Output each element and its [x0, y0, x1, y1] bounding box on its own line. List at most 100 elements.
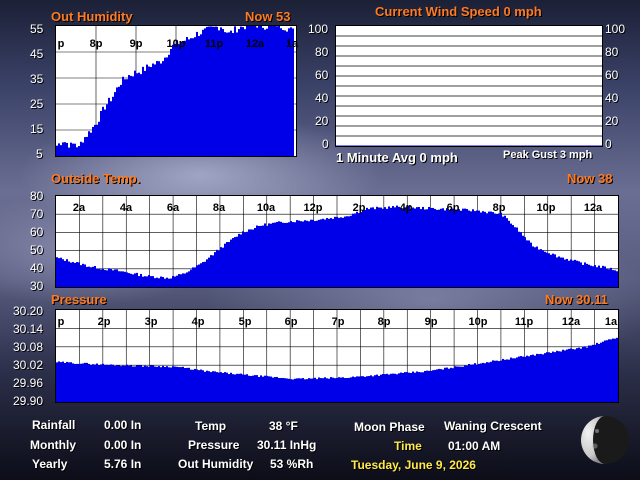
data-bar: [580, 348, 582, 402]
data-bar: [320, 378, 322, 402]
data-bar: [62, 361, 64, 402]
data-bar: [380, 374, 382, 402]
data-bar: [252, 375, 254, 402]
data-bar: [220, 27, 222, 156]
pressure-x-tick: 4p: [191, 316, 205, 328]
data-bar: [428, 206, 430, 287]
data-bar: [226, 242, 228, 287]
data-bar: [482, 211, 484, 287]
data-bar: [136, 73, 138, 156]
data-bar: [270, 26, 272, 156]
data-bar: [540, 249, 542, 287]
data-bar: [544, 251, 546, 287]
data-bar: [212, 26, 214, 156]
data-bar: [114, 269, 116, 287]
data-bar: [556, 350, 558, 402]
data-bar: [396, 205, 398, 287]
data-bar: [376, 206, 378, 287]
data-bar: [172, 44, 174, 156]
data-bar: [128, 75, 130, 156]
data-bar: [104, 109, 106, 156]
data-bar: [422, 206, 424, 287]
data-bar: [572, 260, 574, 287]
data-bar: [474, 363, 476, 402]
data-bar: [126, 79, 128, 156]
data-bar: [156, 277, 158, 287]
data-bar: [432, 370, 434, 402]
data-bar: [280, 378, 282, 402]
data-bar: [94, 124, 96, 156]
data-bar: [378, 207, 380, 287]
data-bar: [82, 142, 84, 156]
data-bar: [94, 266, 96, 287]
data-bar: [134, 366, 136, 402]
data-bar: [90, 132, 92, 156]
data-bar: [328, 378, 330, 402]
data-bar: [450, 367, 452, 402]
data-bar: [122, 76, 124, 156]
data-bar: [502, 358, 504, 402]
data-bar: [136, 272, 138, 287]
data-bar: [188, 271, 190, 287]
data-bar: [314, 221, 316, 287]
data-bar: [166, 57, 168, 156]
data-bar: [158, 278, 160, 287]
data-bar: [232, 374, 234, 402]
data-bar: [58, 361, 60, 402]
data-bar: [296, 220, 298, 287]
data-bar: [192, 369, 194, 402]
data-bar: [178, 367, 180, 402]
data-bar: [290, 379, 292, 402]
moon-phase-label: Moon Phase: [354, 420, 425, 434]
humidity-now: Now 53: [245, 9, 291, 24]
data-bar: [306, 379, 308, 402]
data-bar: [246, 374, 248, 402]
data-bar: [184, 40, 186, 156]
data-bar: [298, 220, 300, 287]
data-bar: [106, 364, 108, 402]
data-bar: [610, 339, 612, 402]
data-bar: [378, 375, 380, 402]
data-bar: [602, 341, 604, 402]
data-bar: [156, 366, 158, 402]
data-bar: [430, 370, 432, 402]
data-bar: [412, 207, 414, 287]
data-bar: [386, 373, 388, 402]
data-bar: [258, 26, 260, 156]
data-bar: [108, 268, 110, 287]
data-bar: [214, 26, 216, 156]
data-bar: [176, 366, 178, 402]
data-bar: [302, 378, 304, 402]
data-bar: [84, 264, 86, 287]
data-bar: [492, 212, 494, 287]
data-bar: [98, 121, 100, 156]
wind-y-tick: 40: [605, 91, 619, 105]
data-bar: [242, 231, 244, 287]
data-bar: [272, 377, 274, 402]
data-bar: [290, 221, 292, 287]
data-bar: [598, 343, 600, 402]
data-bar: [416, 371, 418, 402]
data-bar: [408, 206, 410, 287]
data-bar: [452, 368, 454, 402]
data-bar: [96, 363, 98, 402]
data-bar: [146, 366, 148, 402]
data-bar: [336, 377, 338, 402]
data-bar: [524, 356, 526, 402]
data-bar: [346, 377, 348, 402]
data-bar: [80, 141, 82, 156]
data-bar: [178, 44, 180, 156]
data-bar: [280, 221, 282, 287]
data-bar: [550, 254, 552, 287]
data-bar: [322, 378, 324, 402]
data-bar: [402, 372, 404, 402]
data-bar: [498, 213, 500, 287]
data-bar: [426, 370, 428, 402]
data-bar: [596, 342, 598, 402]
data-bar: [534, 247, 536, 287]
data-bar: [204, 371, 206, 402]
data-bar: [476, 210, 478, 287]
data-bar: [86, 266, 88, 287]
data-bar: [468, 364, 470, 402]
data-bar: [576, 260, 578, 287]
